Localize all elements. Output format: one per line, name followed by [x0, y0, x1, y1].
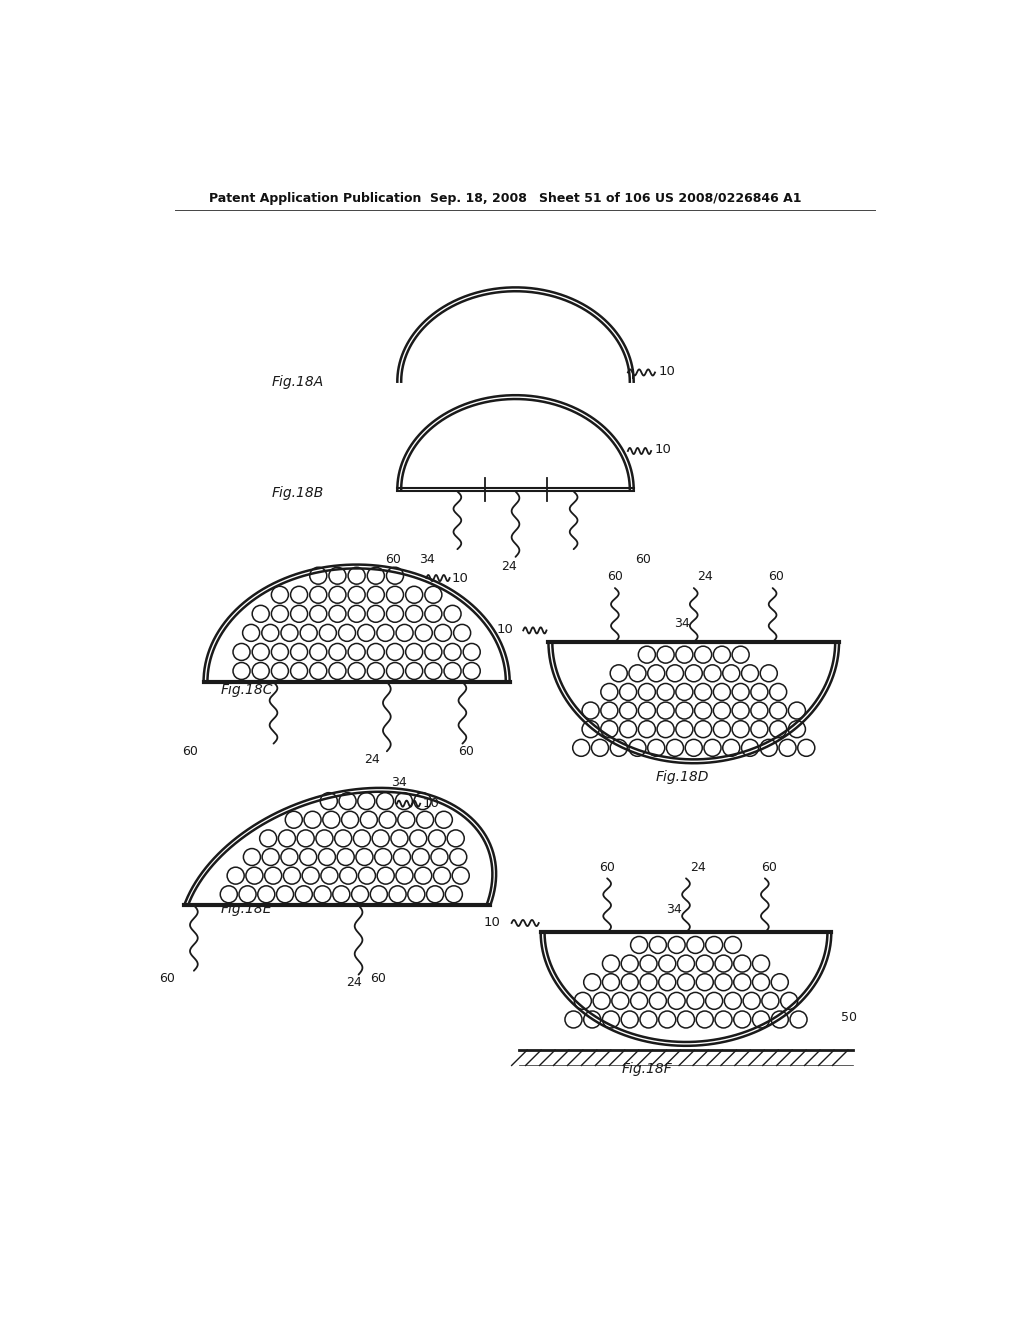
Text: 34: 34 [419, 553, 434, 566]
Text: 10: 10 [658, 366, 676, 379]
Text: Fig.18C: Fig.18C [221, 682, 273, 697]
Text: Sheet 51 of 106: Sheet 51 of 106 [539, 191, 650, 205]
Text: 10: 10 [423, 797, 439, 810]
Text: 60: 60 [599, 861, 615, 874]
Text: Patent Application Publication: Patent Application Publication [209, 191, 422, 205]
Polygon shape [550, 642, 838, 762]
Text: Fig.18E: Fig.18E [221, 902, 272, 916]
Polygon shape [543, 932, 829, 1044]
Text: 24: 24 [346, 977, 362, 989]
Text: 50: 50 [841, 1011, 857, 1024]
Text: 60: 60 [636, 553, 651, 566]
Polygon shape [186, 789, 495, 906]
Text: Fig.18F: Fig.18F [622, 1063, 673, 1076]
Text: 34: 34 [391, 776, 408, 789]
Text: 60: 60 [769, 570, 784, 583]
Text: 60: 60 [159, 973, 174, 985]
Text: 60: 60 [761, 861, 776, 874]
Text: 24: 24 [364, 752, 380, 766]
Text: 10: 10 [483, 916, 500, 929]
Text: Fig.18D: Fig.18D [655, 770, 709, 784]
Text: 34: 34 [674, 616, 690, 630]
Text: 24: 24 [502, 561, 517, 573]
Text: 60: 60 [371, 973, 386, 985]
Text: 24: 24 [697, 570, 714, 583]
Text: 10: 10 [497, 623, 513, 636]
Text: Fig.18B: Fig.18B [271, 486, 324, 500]
Text: Sep. 18, 2008: Sep. 18, 2008 [430, 191, 527, 205]
Text: US 2008/0226846 A1: US 2008/0226846 A1 [655, 191, 802, 205]
Text: 10: 10 [452, 572, 468, 585]
Text: 10: 10 [655, 444, 672, 455]
Text: Fig.18A: Fig.18A [271, 375, 324, 388]
Text: 60: 60 [459, 746, 474, 758]
Polygon shape [206, 566, 508, 682]
Text: 60: 60 [607, 570, 623, 583]
Text: 34: 34 [667, 903, 682, 916]
Text: 60: 60 [182, 746, 198, 758]
Text: 60: 60 [385, 553, 401, 566]
Text: 24: 24 [690, 861, 706, 874]
